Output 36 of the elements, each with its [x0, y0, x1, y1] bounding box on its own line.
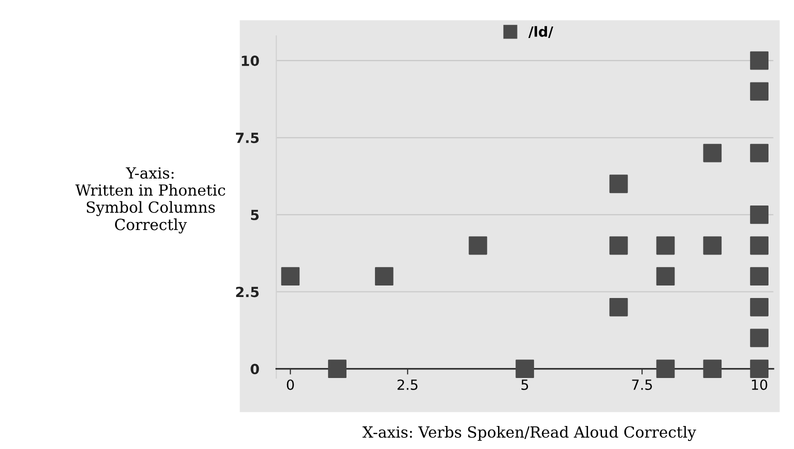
point: [750, 144, 768, 162]
point: [750, 328, 768, 348]
point: [374, 267, 394, 286]
y-tick-label: 0: [250, 364, 259, 374]
y-tick-label: 7.5: [236, 132, 259, 144]
point: [750, 360, 768, 378]
y-tick-label: 2.5: [236, 286, 259, 298]
point: [281, 267, 300, 286]
point: [703, 144, 722, 162]
x-axis-title: X-axis: Verbs Spoken/Read Aloud Correctly: [362, 426, 696, 441]
point: [656, 267, 675, 286]
point: [750, 205, 768, 224]
point: [703, 236, 722, 255]
point: [656, 360, 675, 378]
y-axis-title: Y-axis: Written in Phonetic Symbol Columns Correctly: [75, 167, 226, 234]
point: [656, 236, 675, 255]
y-tick-label: 10: [242, 56, 259, 66]
x-tick-label: 2.5: [398, 379, 418, 390]
point: [750, 82, 768, 101]
point: [750, 236, 768, 255]
x-tick-label: 0: [286, 379, 294, 390]
point: [516, 360, 534, 378]
point: [609, 174, 628, 194]
x-tick-label: 5: [521, 380, 528, 390]
point: [750, 267, 768, 286]
point: [750, 298, 768, 316]
legend-label: /ld/: [528, 26, 554, 38]
point: [750, 51, 768, 70]
point: [328, 360, 346, 378]
point: [609, 298, 628, 316]
x-tick-label: 10: [752, 379, 768, 390]
point: [609, 236, 628, 255]
point: [703, 360, 722, 378]
y-tick-label: 5: [251, 210, 259, 220]
point: [468, 236, 488, 255]
x-tick-label: 7.5: [632, 380, 652, 390]
